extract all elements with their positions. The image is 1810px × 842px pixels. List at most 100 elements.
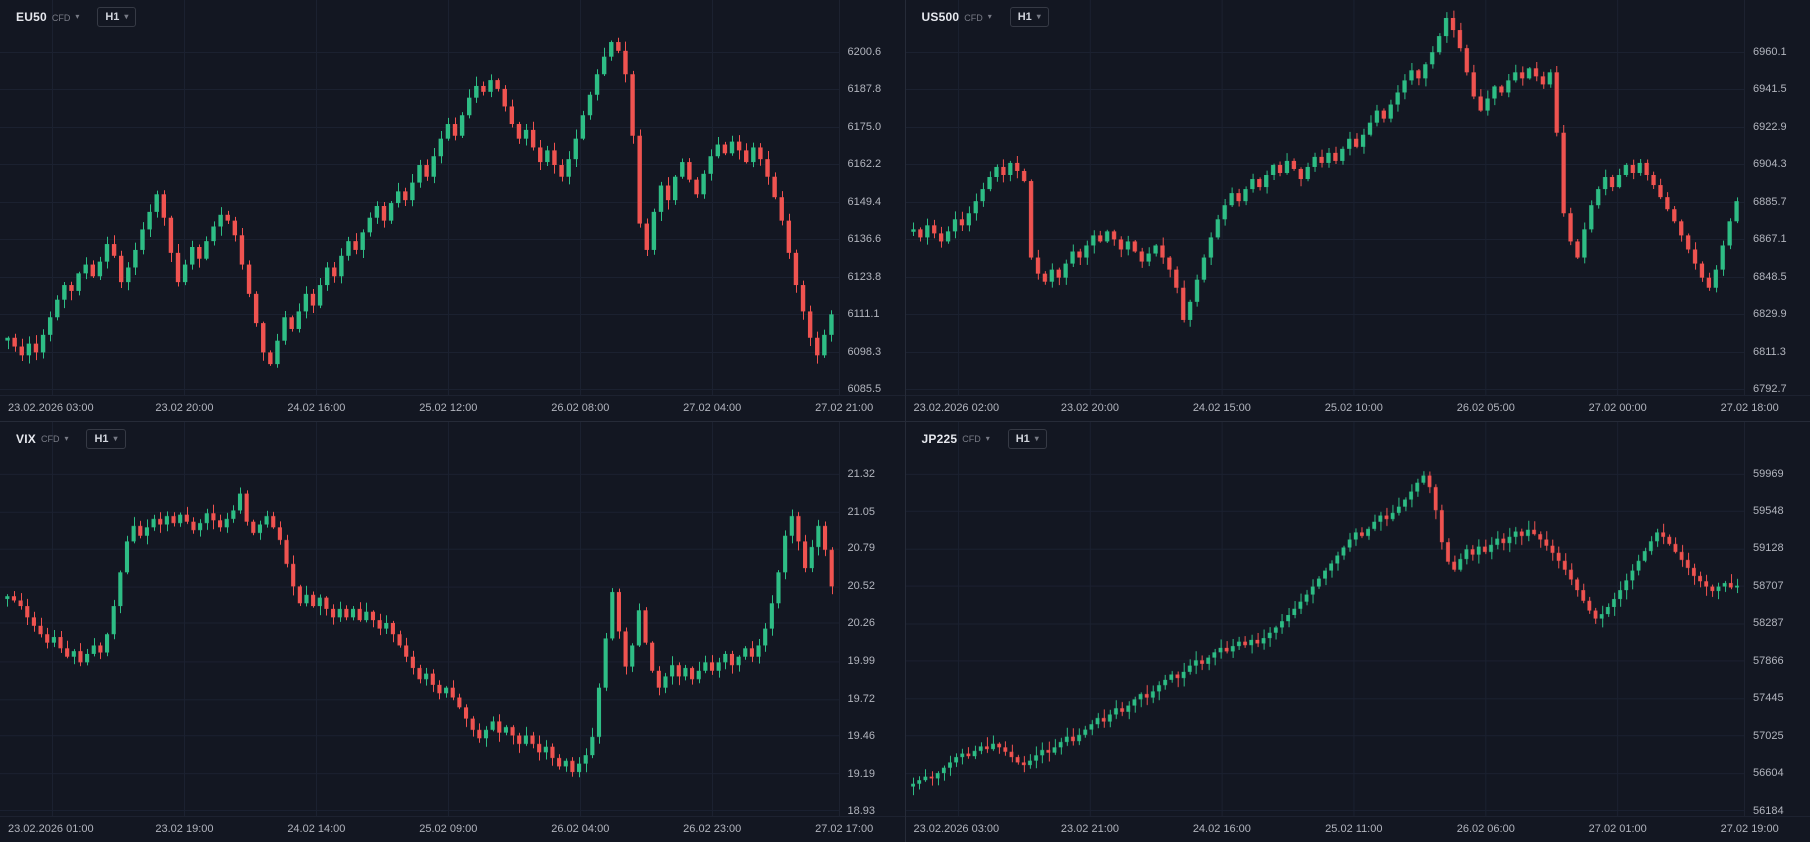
time-axis-label: 26.02 06:00	[1456, 823, 1515, 835]
time-axis-label: 24.02 16:00	[287, 401, 346, 414]
symbol-selector[interactable]: VIX CFD ▾	[8, 428, 76, 450]
chevron-down-icon: ▾	[1036, 12, 1041, 21]
price-axis-label: 6187.8	[847, 83, 882, 96]
time-axis-label: 23.02.2026 03:00	[913, 823, 1000, 835]
price-axis-label: 6904.3	[1753, 158, 1787, 171]
symbol-label: JP225	[921, 431, 958, 446]
symbol-label: EU50	[16, 10, 47, 24]
time-axis[interactable]: 23.02.2026 02:00 23.02 20:00 24.02 15:00 25…	[905, 394, 1810, 421]
chart-header: JP225 CFD ▾ H1 ▾	[914, 428, 1047, 450]
timeframe-selector[interactable]: H1 ▾	[1009, 7, 1049, 27]
price-axis-label: 21.32	[847, 467, 876, 480]
price-axis[interactable]: 21.32 21.05 20.79 20.52 20.26 19.99 19.72 19.46…	[838, 421, 905, 817]
price-axis-label: 6848.5	[1753, 270, 1787, 283]
symbol-label: US500	[921, 10, 960, 24]
chevron-down-icon: ▾	[124, 12, 129, 21]
symbol-label: VIX	[16, 431, 36, 446]
chart-panel-bottom-right: 59969 59548 59128 58707 58287 57866 57445 57025…	[905, 421, 1810, 842]
price-axis-label: 56184	[1753, 804, 1784, 817]
price-axis-label: 6867.1	[1753, 233, 1787, 246]
price-axis-label: 6162.2	[847, 158, 882, 171]
candlestick-chart[interactable]	[0, 421, 839, 816]
price-axis-label: 56604	[1753, 767, 1784, 780]
candlestick-chart[interactable]	[0, 0, 839, 395]
chevron-down-icon: ▾	[987, 12, 992, 21]
symbol-selector[interactable]: JP225 CFD ▾	[914, 428, 998, 450]
price-axis-label: 19.46	[847, 729, 876, 742]
chevron-down-icon: ▾	[985, 433, 990, 443]
chart-header: EU50 CFD ▾ H1 ▾	[8, 6, 137, 28]
time-axis-label: 27.02 21:00	[815, 401, 874, 414]
timeframe-label: H1	[105, 11, 120, 23]
time-axis[interactable]: 23.02.2026 01:00 23.02 19:00 24.02 14:00 25…	[0, 816, 905, 842]
price-axis-label: 57866	[1753, 654, 1784, 667]
chevron-down-icon: ▾	[1034, 433, 1039, 443]
time-axis[interactable]: 23.02.2026 03:00 23.02 20:00 24.02 16:00 25…	[0, 394, 905, 421]
price-axis-label: 6960.1	[1753, 46, 1787, 58]
chevron-down-icon: ▾	[64, 433, 69, 443]
time-axis-label: 23.02 19:00	[155, 823, 214, 835]
price-axis-label: 6175.0	[847, 120, 882, 133]
timeframe-selector[interactable]: H1 ▾	[1007, 428, 1047, 449]
candlestick-chart[interactable]	[905, 0, 1744, 395]
price-axis-label: 20.52	[847, 580, 876, 593]
price-axis-label: 59548	[1753, 504, 1784, 517]
instrument-type-badge: CFD	[964, 12, 983, 23]
price-axis[interactable]: 6960.1 6941.5 6922.9 6904.3 6885.7 6867.1 6848…	[1744, 0, 1810, 395]
chart-panel-top-left: 6200.6 6187.8 6175.0 6162.2 6149.4 6136.6 6123…	[0, 0, 905, 421]
time-axis-label: 24.02 14:00	[287, 823, 346, 835]
price-axis-label: 57025	[1753, 729, 1784, 742]
chart-panel-top-right: 6960.1 6941.5 6922.9 6904.3 6885.7 6867.1 6848…	[905, 0, 1810, 421]
price-axis-label: 18.93	[847, 804, 876, 817]
time-axis-label: 25.02 09:00	[419, 823, 478, 835]
price-axis-label: 6098.3	[847, 345, 882, 358]
timeframe-label: H1	[1015, 432, 1030, 445]
timeframe-selector[interactable]: H1 ▾	[97, 7, 137, 27]
price-axis-label: 58287	[1753, 617, 1784, 630]
instrument-type-badge: CFD	[51, 12, 71, 23]
time-axis-label: 23.02 21:00	[1060, 823, 1119, 835]
chevron-down-icon: ▾	[113, 433, 118, 443]
price-axis-label: 57445	[1753, 692, 1784, 705]
price-axis-label: 6941.5	[1753, 83, 1787, 96]
time-axis-label: 23.02.2026 01:00	[8, 823, 94, 835]
time-axis-label: 26.02 08:00	[551, 401, 610, 414]
timeframe-label: H1	[1017, 11, 1032, 23]
time-axis-label: 25.02 11:00	[1325, 823, 1383, 835]
price-axis-label: 19.19	[847, 767, 876, 780]
time-axis-label: 27.02 04:00	[683, 401, 742, 414]
chevron-down-icon: ▾	[75, 12, 80, 21]
time-axis-label: 23.02.2026 03:00	[8, 401, 94, 414]
time-axis-label: 27.02 01:00	[1588, 823, 1647, 835]
time-axis-label: 24.02 16:00	[1192, 823, 1251, 835]
price-axis-label: 6829.9	[1753, 308, 1787, 321]
time-axis-label: 27.02 18:00	[1720, 401, 1779, 414]
price-axis-label: 6885.7	[1753, 195, 1787, 208]
price-axis-label: 6111.1	[847, 308, 880, 321]
time-axis-label: 23.02.2026 02:00	[913, 401, 1000, 414]
price-axis-label: 21.05	[847, 505, 876, 518]
time-axis-label: 24.02 15:00	[1192, 401, 1251, 414]
price-axis[interactable]: 6200.6 6187.8 6175.0 6162.2 6149.4 6136.6 6123…	[838, 0, 905, 395]
candlestick-chart[interactable]	[905, 421, 1744, 816]
symbol-selector[interactable]: US500 CFD ▾	[914, 6, 1000, 28]
timeframe-selector[interactable]: H1 ▾	[86, 428, 126, 449]
time-axis-label: 26.02 23:00	[683, 823, 742, 835]
time-axis-label: 27.02 19:00	[1720, 823, 1779, 835]
price-axis-label: 59969	[1753, 467, 1784, 480]
symbol-selector[interactable]: EU50 CFD ▾	[8, 6, 87, 28]
price-axis[interactable]: 59969 59548 59128 58707 58287 57866 57445 57025…	[1744, 421, 1810, 817]
chart-header: US500 CFD ▾ H1 ▾	[914, 6, 1049, 28]
time-axis-label: 25.02 12:00	[419, 401, 478, 414]
price-axis-label: 59128	[1753, 542, 1784, 555]
time-axis[interactable]: 23.02.2026 03:00 23.02 21:00 24.02 16:00 25…	[905, 816, 1810, 842]
time-axis-label: 26.02 05:00	[1456, 401, 1515, 414]
price-axis-label: 6123.8	[847, 270, 882, 283]
price-axis-label: 6792.7	[1753, 383, 1787, 395]
price-axis-label: 20.26	[847, 616, 876, 629]
time-axis-label: 23.02 20:00	[155, 401, 214, 414]
price-axis-label: 6085.5	[847, 383, 882, 395]
time-axis-label: 23.02 20:00	[1060, 401, 1119, 414]
price-axis-label: 58707	[1753, 579, 1784, 592]
